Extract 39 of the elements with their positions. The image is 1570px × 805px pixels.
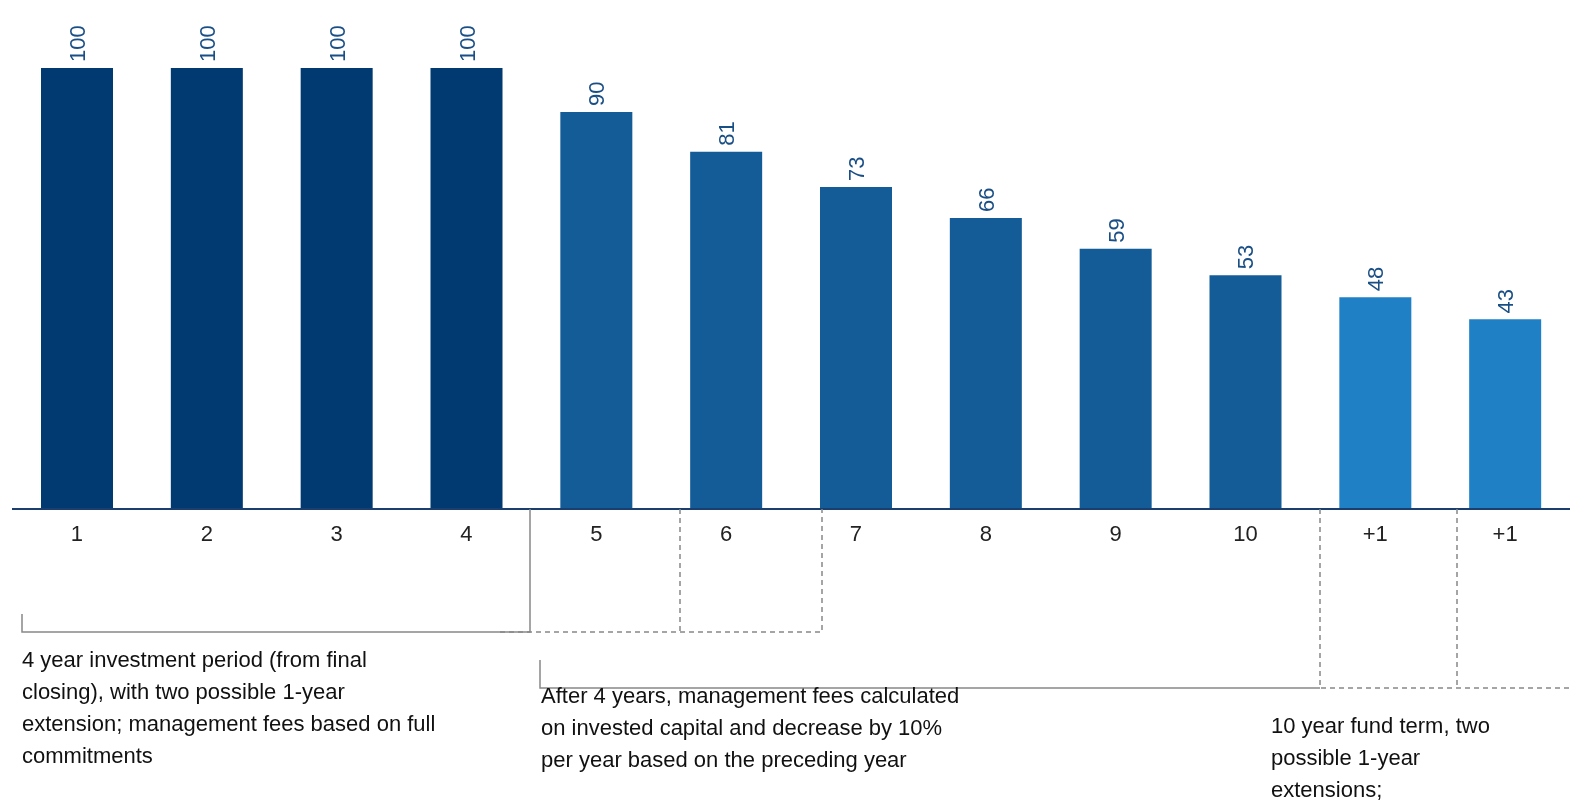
x-tick-label: +1 — [1492, 520, 1518, 546]
data-label: 73 — [844, 156, 869, 182]
data-label: 90 — [584, 81, 610, 107]
x-tick-label: 4 — [460, 520, 473, 546]
text: After 4 years, management fees calculated on invested capital and decrease by 10% per year based on the preceding year — [541, 682, 961, 774]
bar — [1339, 297, 1412, 509]
bar — [170, 68, 243, 509]
x-tick-label: 9 — [1109, 520, 1122, 546]
x-tick-label: 6 — [719, 520, 733, 546]
data-label: 59 — [1103, 218, 1129, 243]
bar — [949, 217, 1022, 509]
text: 4 year investment period (from final closing), with two possible 1-year extension; management fees based on full commitments — [22, 646, 437, 770]
x-tick-label: 7 — [849, 520, 863, 546]
bar — [1209, 275, 1282, 509]
text: 10 year fund term, two possible 1-year extensions; — [1271, 712, 1491, 804]
x-tick-label: 2 — [200, 520, 213, 546]
x-tick-label: 3 — [330, 520, 343, 546]
x-tick-label: 1 — [70, 520, 84, 546]
data-label: 100 — [194, 25, 220, 62]
x-tick-label: 8 — [979, 520, 992, 546]
bar — [1469, 319, 1542, 509]
bar — [430, 68, 503, 509]
bar — [41, 68, 113, 509]
data-label: 53 — [1233, 244, 1259, 270]
bar — [560, 112, 633, 509]
data-label: 66 — [973, 187, 999, 212]
bar — [1079, 248, 1152, 509]
bar — [300, 68, 373, 509]
data-label: 81 — [714, 121, 740, 146]
data-label: 100 — [324, 25, 350, 62]
x-tick-label: 5 — [590, 520, 603, 546]
data-label: 100 — [65, 25, 90, 62]
data-label: 48 — [1363, 266, 1389, 292]
x-tick-label: +1 — [1362, 520, 1388, 546]
data-label: 43 — [1493, 288, 1519, 314]
data-label: 100 — [454, 25, 480, 62]
x-tick-label: 10 — [1233, 520, 1258, 546]
bar — [690, 151, 763, 509]
bar — [820, 187, 892, 509]
